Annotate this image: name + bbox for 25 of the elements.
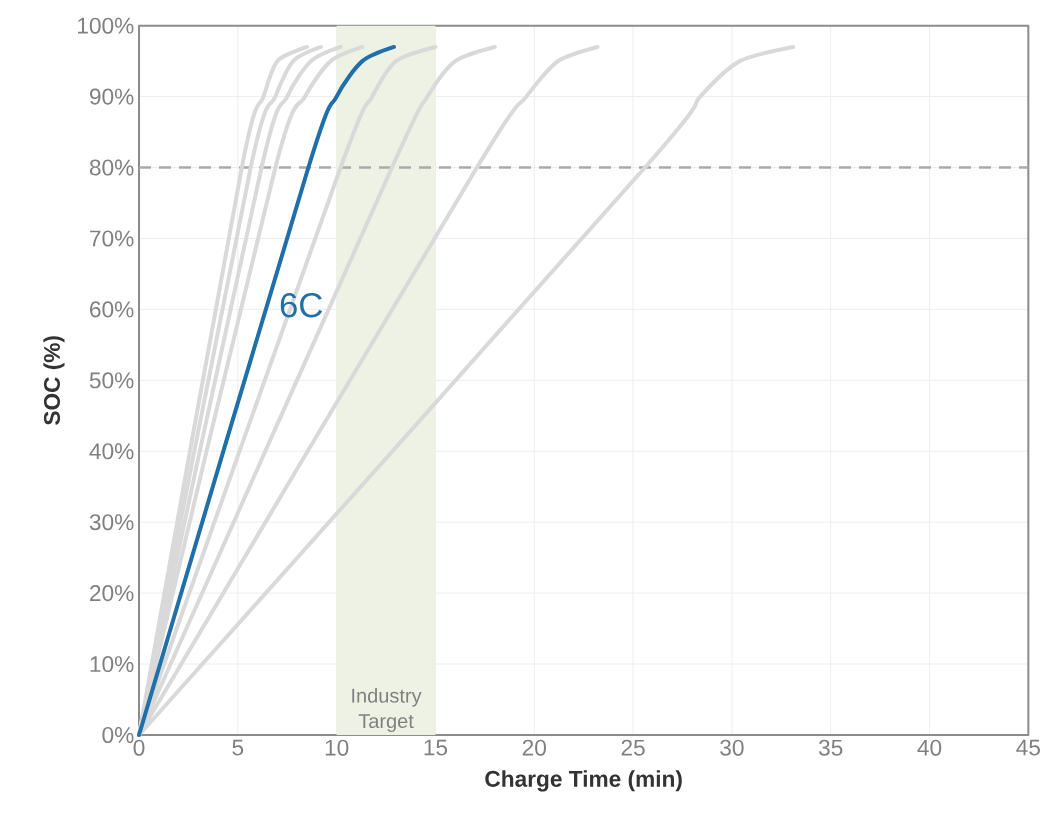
y-tick-label: 70% [90,230,134,247]
x-axis-title: Charge Time (min) [485,770,682,792]
x-tick-label: 40 [917,739,942,756]
x-tick-label: 45 [1016,739,1040,756]
x-tick-label: 25 [621,739,645,756]
y-tick-label: 40% [89,443,134,460]
y-tick-label: 90% [89,88,134,105]
x-tick-label: 10 [325,739,349,756]
y-tick-label: 100% [78,17,134,34]
y-axis-title: SOC (%) [43,336,65,426]
x-tick-label: 35 [818,739,843,756]
y-tick-label: 80% [89,159,134,176]
band-label: Industry Target [352,688,422,733]
y-tick-label: 10% [90,656,134,673]
x-tick-label: 15 [424,739,448,756]
x-tick-label: 5 [232,739,244,756]
y-tick-label: 50% [89,372,134,389]
y-tick-label: 30% [89,514,134,531]
x-tick-label: 30 [720,739,744,756]
x-tick-label: 0 [133,739,145,756]
y-tick-label: 20% [90,585,134,602]
y-tick-label: 60% [90,301,134,318]
series-label: 6C [280,292,323,318]
x-tick-label: 20 [522,739,546,756]
y-tick-label: 0% [102,726,134,744]
